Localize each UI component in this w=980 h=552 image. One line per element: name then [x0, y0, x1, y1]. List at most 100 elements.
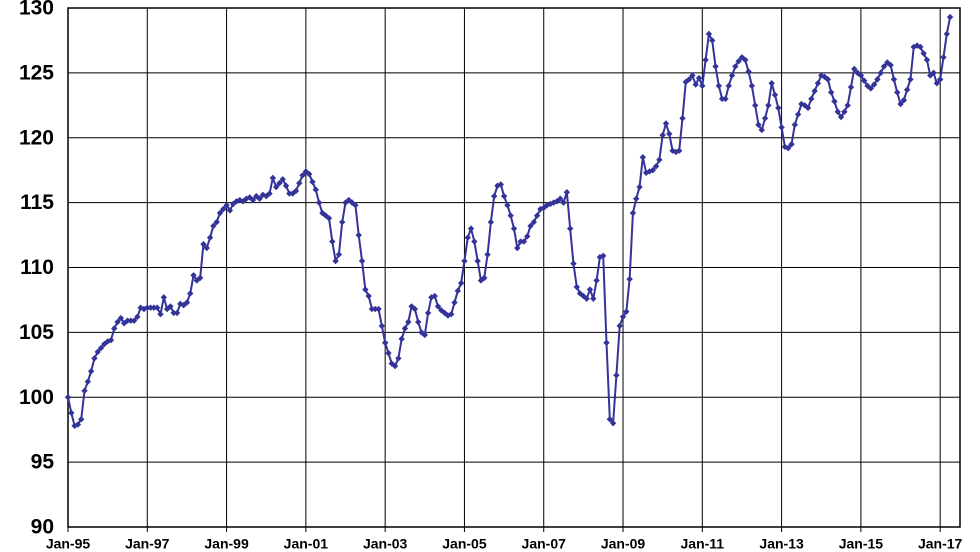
data-point [381, 339, 389, 346]
data-point [246, 194, 253, 201]
data-point [666, 130, 673, 138]
data-point [785, 144, 792, 152]
data-point [794, 111, 802, 118]
data-point [715, 82, 723, 90]
x-tick-label: Jan-05 [442, 536, 487, 552]
data-point [520, 238, 528, 245]
data-point [401, 325, 409, 332]
data-point [365, 292, 372, 300]
data-point [837, 113, 845, 121]
data-point [847, 83, 855, 91]
data-point [857, 72, 865, 79]
data-point [315, 199, 323, 206]
data-point [946, 13, 954, 21]
data-point [269, 174, 277, 182]
data-point [200, 240, 207, 248]
data-point [213, 218, 220, 226]
data-point [619, 313, 627, 321]
data-point [203, 244, 210, 252]
data-point [391, 362, 399, 370]
x-tick-label: Jan-95 [46, 536, 91, 552]
data-point [566, 225, 574, 232]
data-point [467, 225, 475, 232]
data-point [897, 100, 904, 108]
data-point [725, 82, 732, 90]
data-point [563, 189, 571, 196]
data-point [434, 303, 442, 310]
data-point [742, 56, 749, 64]
data-point [325, 214, 333, 222]
data-point [804, 104, 812, 112]
data-point [170, 309, 177, 317]
data-point [454, 287, 462, 295]
data-point [877, 69, 884, 77]
data-point [593, 277, 600, 284]
data-point [880, 63, 888, 70]
data-point [732, 63, 739, 70]
data-point [94, 348, 101, 356]
data-point [405, 318, 412, 326]
data-point [282, 182, 290, 189]
data-point [500, 192, 508, 200]
y-tick-label: 100 [19, 386, 54, 409]
data-point [154, 304, 161, 311]
data-point [887, 61, 894, 69]
data-point [623, 308, 630, 315]
data-point [699, 82, 706, 90]
data-point [923, 56, 931, 64]
data-point [540, 204, 547, 212]
data-point [890, 76, 898, 83]
data-point [507, 212, 514, 219]
data-point [78, 416, 85, 423]
y-tick-label: 95 [31, 451, 55, 474]
data-point [675, 147, 683, 154]
data-point [74, 421, 82, 428]
data-point [490, 192, 498, 200]
data-point [570, 260, 577, 267]
data-point [497, 181, 504, 188]
data-point [167, 303, 174, 310]
x-tick-label: Jan-07 [522, 536, 567, 552]
data-point [831, 98, 838, 105]
data-point [160, 294, 168, 301]
data-point [543, 202, 551, 209]
data-point [695, 74, 703, 82]
data-point [71, 422, 78, 429]
data-point [299, 172, 306, 179]
data-point [616, 322, 623, 330]
x-tick-label: Jan-01 [284, 536, 329, 552]
data-point [210, 222, 217, 230]
data-point [933, 80, 941, 87]
data-point [920, 50, 927, 57]
data-point [64, 394, 72, 401]
data-point [421, 331, 428, 339]
data-point [656, 156, 663, 164]
data-point [457, 279, 465, 287]
data-point [368, 305, 376, 313]
data-point [609, 420, 617, 427]
data-point [788, 141, 795, 148]
data-point [586, 286, 594, 293]
data-point [147, 304, 154, 311]
data-point [646, 168, 653, 175]
data-point [642, 169, 650, 176]
data-point [553, 198, 561, 205]
data-point [183, 299, 191, 306]
data-point [639, 154, 647, 161]
data-point [827, 89, 835, 96]
data-point [312, 186, 319, 193]
data-point [649, 166, 656, 174]
data-point [81, 387, 88, 394]
data-point [84, 378, 92, 385]
data-point [461, 257, 468, 265]
data-point [606, 416, 614, 423]
data-point [709, 37, 716, 44]
data-point [771, 91, 779, 99]
x-tick-label: Jan-11 [681, 536, 725, 552]
data-point [722, 95, 729, 103]
data-point [352, 202, 359, 209]
data-point [375, 305, 382, 313]
data-point [249, 196, 257, 204]
data-point [791, 121, 799, 128]
